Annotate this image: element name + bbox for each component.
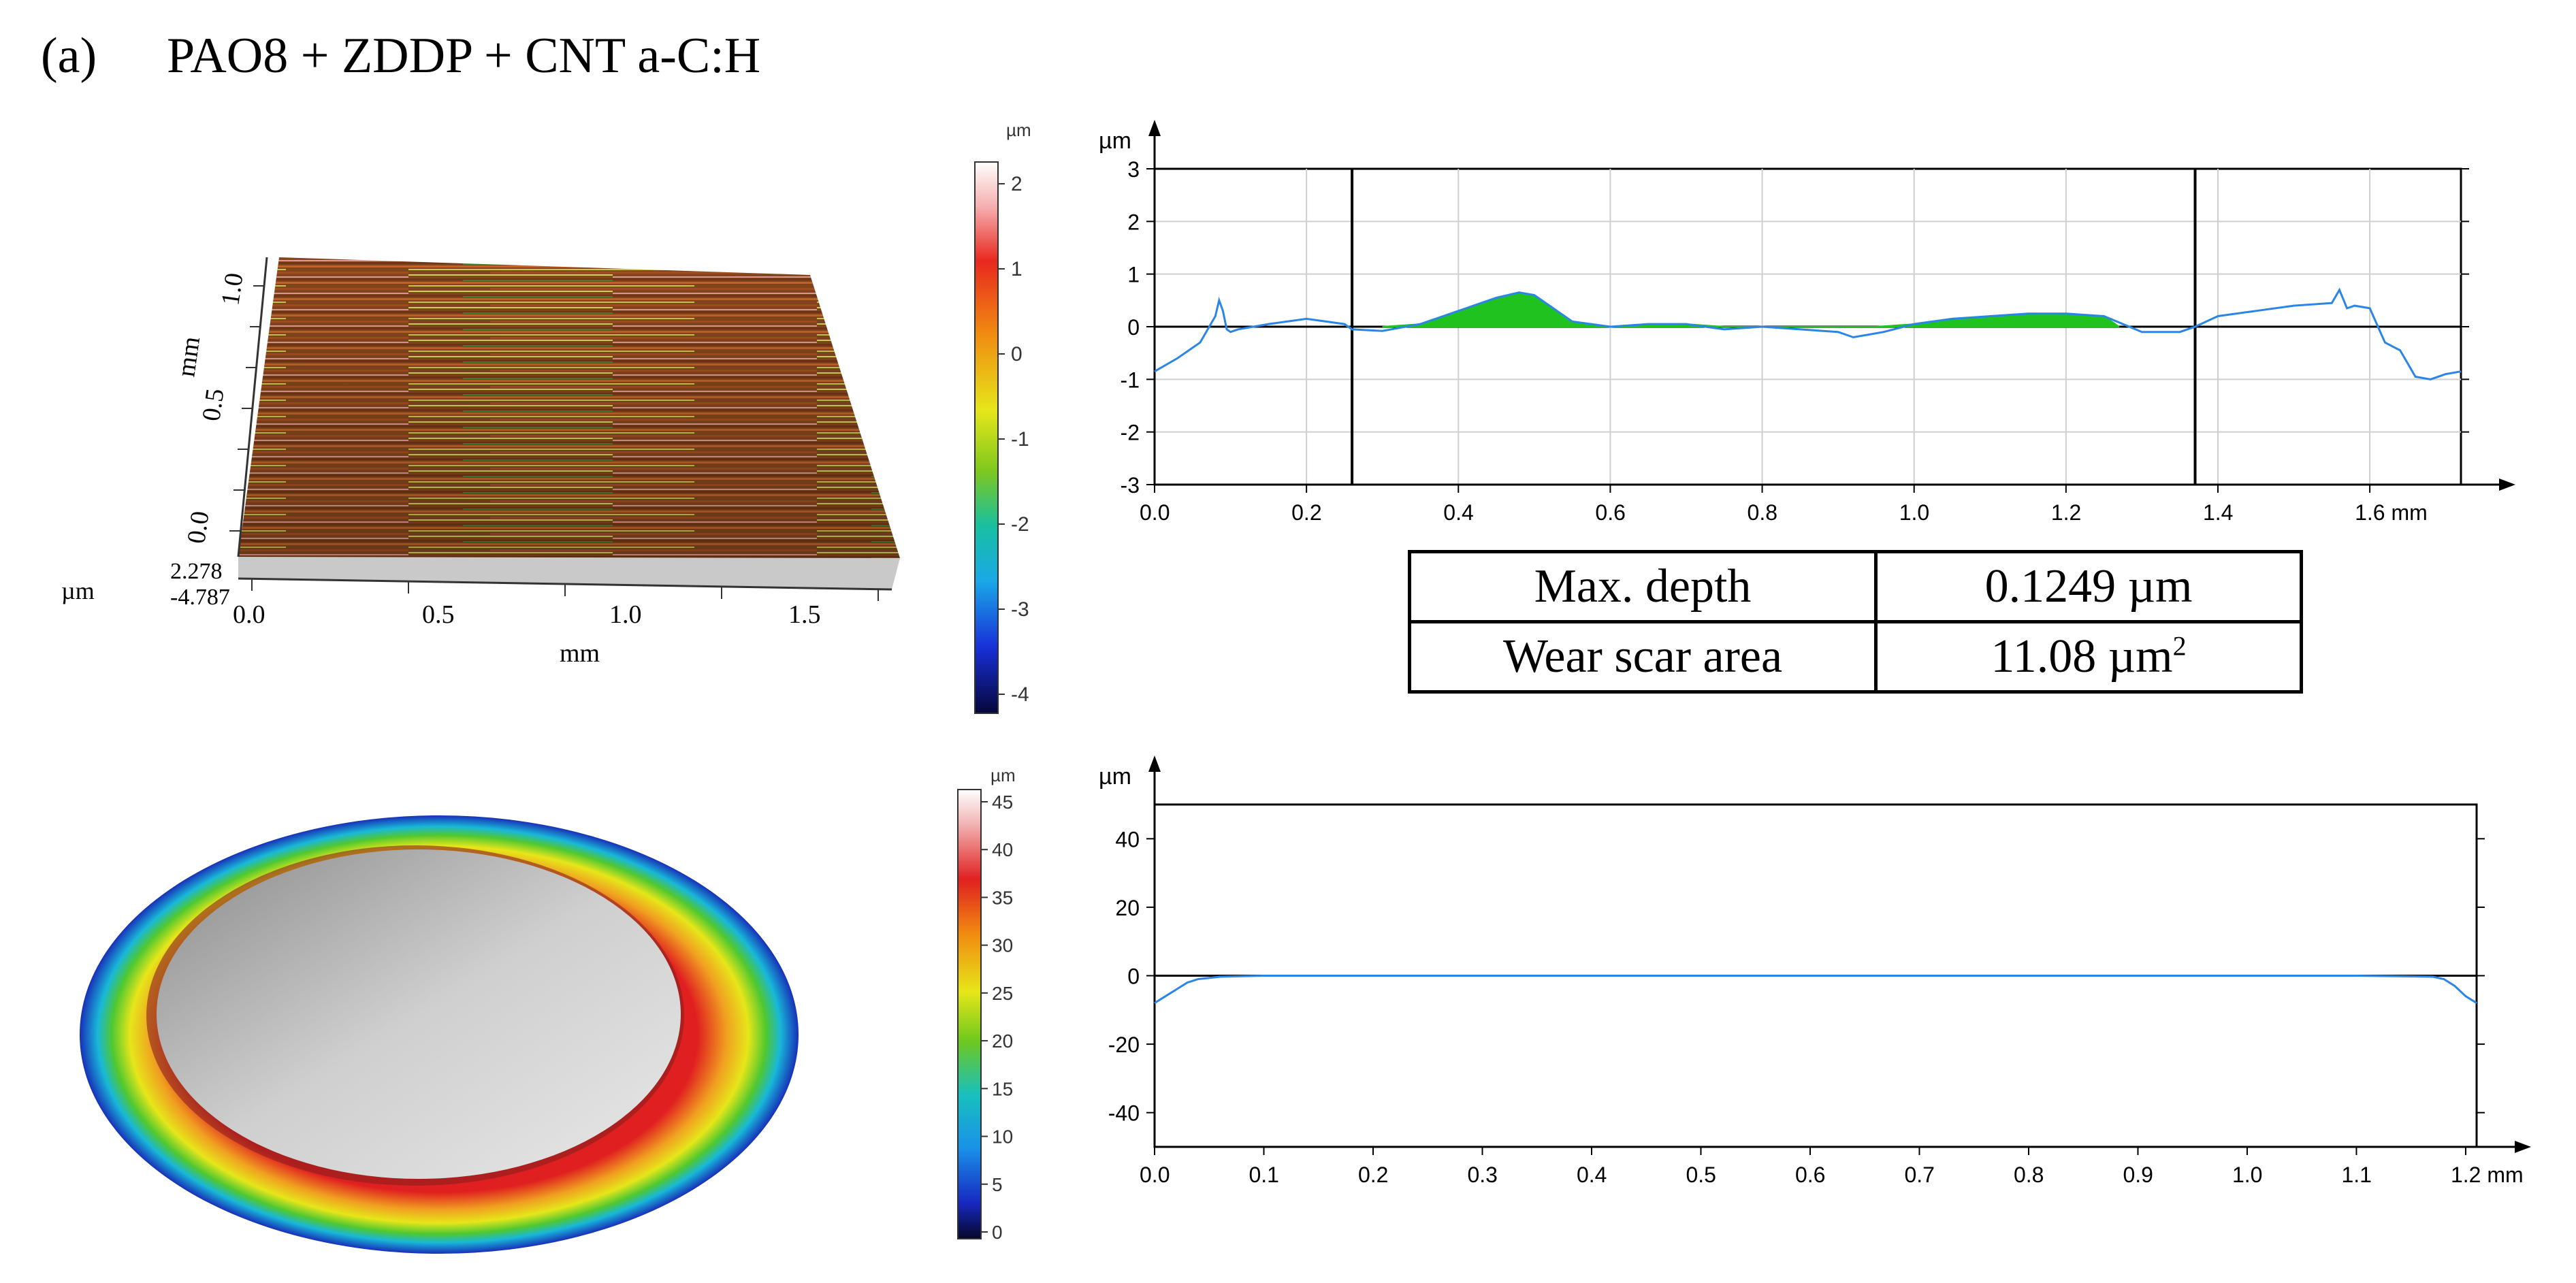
z-unit-label: µm <box>61 577 95 604</box>
x-tick-label: 0.8 <box>2014 1163 2044 1187</box>
ball-3d-view <box>80 815 799 1254</box>
y-tick-label: -40 <box>1108 1101 1140 1126</box>
x-tick-label: 0.0 <box>1140 1163 1170 1187</box>
colorbar-tick-label: -4 <box>1011 683 1029 706</box>
colorbar-tick-label: 30 <box>992 935 1013 956</box>
z-max-label: 2.278 <box>170 559 223 584</box>
y-axis-label: µm <box>1099 764 1131 790</box>
colorbar-unit: µm <box>991 765 1016 785</box>
x-tick-label: 1.1 <box>2341 1163 2371 1187</box>
x-tick-label: 0.6 <box>1795 1163 1825 1187</box>
x-tick-label: 1.0 <box>1899 500 1929 525</box>
colorbar-unit: µm <box>1006 120 1031 140</box>
colorbar-gradient <box>957 789 982 1239</box>
x-tick-label: 0.7 <box>1904 1163 1934 1187</box>
y-tick-label: 0 <box>1127 964 1140 989</box>
colorbar-top: µm 2 1 0 -1 -2 -3 -4 <box>974 120 1031 714</box>
x-axis-arrow <box>2515 1141 2531 1153</box>
x-tick-label: 0.9 <box>2123 1163 2153 1187</box>
ball-wear-flat <box>157 849 681 1179</box>
x-tick-label: 0.6 <box>1595 500 1625 525</box>
x-tick-label: 0.1 <box>1249 1163 1278 1187</box>
x-tick-label: 1.0 <box>2232 1163 2262 1187</box>
x-tick-label: 0.0 <box>1140 500 1170 525</box>
x-tick-label: 0.2 <box>1358 1163 1388 1187</box>
x-tick-label: 0.5 <box>1686 1163 1716 1187</box>
y-axis-arrow <box>1148 756 1161 772</box>
value-superscript: 2 <box>2172 630 2187 662</box>
ball-profile-chart: µm 0.0 0.1 0.2 0.3 0.4 0.5 0.6 0.7 0.8 0.9 1.0 1.1 1.… <box>1099 756 2531 1187</box>
colorbar-tick-label: 20 <box>992 1030 1013 1052</box>
colorbar-tick-label: 5 <box>992 1174 1003 1195</box>
table-cell-label: Wear scar area <box>1408 620 1878 694</box>
y-tick-label: 3 <box>1127 157 1140 182</box>
y-tick-label: -3 <box>1121 473 1140 498</box>
x-tick-label: 1.2 <box>2051 500 2081 525</box>
y-tick-label: -20 <box>1108 1033 1140 1057</box>
y-tick-label: 40 <box>1115 827 1140 851</box>
colorbar-tick-label: 0 <box>1011 343 1023 366</box>
colorbar-tick-label: 40 <box>992 839 1013 860</box>
x-tick-label: 0.2 <box>1291 500 1321 525</box>
y-tick-label: 1.0 <box>216 271 248 307</box>
y-tick-label: 1 <box>1127 263 1140 287</box>
table-cell-label: Max. depth <box>1408 550 1878 623</box>
surface-3d-plot: 1.0 0.5 0.0 mm 2.278 -4.787 µm 0.0 0.5 1… <box>61 257 900 668</box>
y-axis-label: mm <box>172 335 206 378</box>
colorbar-gradient <box>974 161 999 714</box>
colorbar-tick-label: 15 <box>992 1078 1013 1099</box>
figure-label: (a) <box>41 28 97 84</box>
colorbar-tick-label: -3 <box>1011 598 1029 621</box>
y-tick-label: 0.0 <box>182 509 214 545</box>
x-tick-label: 1.5 <box>788 600 821 629</box>
disk-profile-chart: µm 0.0 0.2 0.4 0.6 0.8 1.0 1.2 1.4 1.6 mm 3 2 1 0 -1 -2… <box>1099 120 2515 525</box>
series-line <box>1154 975 2477 1004</box>
y-tick-label: 20 <box>1115 896 1140 920</box>
series-line <box>1154 287 2462 380</box>
results-table: Max. depth 0.1249 µm Wear scar area 11.0… <box>1408 550 2303 694</box>
x-axis-arrow <box>2499 478 2515 491</box>
x-axis-label: mm <box>560 639 600 668</box>
colorbar-bottom: µm 45 40 35 30 25 20 15 10 5 0 <box>957 765 1016 1243</box>
series-area <box>1382 291 2120 328</box>
y-tick-label: -2 <box>1121 421 1140 445</box>
colorbar-tick-label: 10 <box>992 1126 1013 1148</box>
table-cell-value: 11.08 µm2 <box>1874 620 2303 694</box>
x-tick-label: 0.5 <box>422 600 455 629</box>
y-axis-label: µm <box>1099 128 1131 154</box>
colorbar-tick-label: 0 <box>992 1222 1003 1243</box>
colorbar-tick-label: -2 <box>1011 513 1029 536</box>
colorbar-tick-label: 25 <box>992 983 1013 1004</box>
colorbar-tick-label: 35 <box>992 887 1013 908</box>
y-tick-label: -1 <box>1121 368 1140 392</box>
y-tick-label: 0.5 <box>197 387 229 423</box>
x-tick-label: 1.6 mm <box>2355 500 2428 525</box>
colorbar-tick-label: 2 <box>1011 173 1023 195</box>
colorbar-tick-label: 1 <box>1011 258 1023 280</box>
x-tick-label: 1.2 mm <box>2451 1163 2524 1187</box>
z-min-label: -4.787 <box>170 585 230 610</box>
y-tick-label: 2 <box>1127 210 1140 234</box>
x-tick-label: 1.4 <box>2203 500 2233 525</box>
value-text: 0.1249 µm <box>1984 560 2193 613</box>
y-tick-label: 0 <box>1127 315 1140 340</box>
x-tick-label: 0.4 <box>1577 1163 1607 1187</box>
x-tick-label: 0.4 <box>1443 500 1473 525</box>
x-tick-label: 0.0 <box>233 600 265 629</box>
table-row: Max. depth 0.1249 µm <box>1408 550 2303 623</box>
table-cell-value: 0.1249 µm <box>1874 550 2303 623</box>
x-tick-label: 0.3 <box>1467 1163 1497 1187</box>
x-tick-label: 0.8 <box>1748 500 1777 525</box>
x-tick-label: 1.0 <box>609 600 642 629</box>
figure-title: PAO8 + ZDDP + CNT a-C:H <box>167 28 761 84</box>
table-row: Wear scar area 11.08 µm2 <box>1408 620 2303 694</box>
colorbar-tick-label: 45 <box>992 792 1013 813</box>
colorbar-tick-label: -1 <box>1011 428 1029 451</box>
value-text: 11.08 µm <box>1991 630 2173 683</box>
y-axis-arrow <box>1148 120 1161 136</box>
